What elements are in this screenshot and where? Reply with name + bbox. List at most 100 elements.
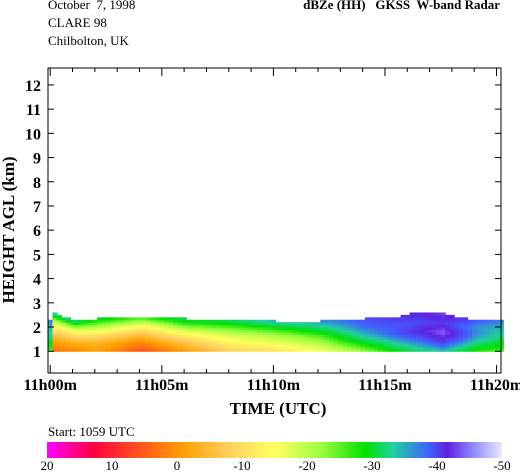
reflectivity-cell [266, 336, 272, 340]
reflectivity-cell [217, 329, 223, 333]
reflectivity-cell [226, 322, 232, 326]
reflectivity-cell [88, 346, 94, 350]
reflectivity-cell [454, 327, 460, 331]
reflectivity-cell [431, 324, 437, 328]
reflectivity-cell [168, 346, 174, 350]
reflectivity-cell [253, 341, 259, 345]
reflectivity-cell [315, 324, 321, 328]
reflectivity-cell [114, 319, 121, 323]
reflectivity-cell [485, 329, 491, 333]
reflectivity-cell [114, 334, 121, 338]
reflectivity-cell [119, 331, 125, 335]
reflectivity-cell [262, 339, 268, 343]
reflectivity-cell [400, 334, 406, 338]
reflectivity-cell [186, 346, 192, 350]
reflectivity-cell [83, 343, 89, 347]
reflectivity-cell [110, 331, 116, 335]
reflectivity-cell [128, 329, 134, 333]
reflectivity-cell [222, 336, 228, 340]
reflectivity-cell [418, 312, 424, 316]
reflectivity-cell [476, 339, 482, 343]
reflectivity-cell [476, 334, 482, 338]
reflectivity-cell [262, 322, 268, 326]
reflectivity-cell [360, 348, 366, 352]
reflectivity-cell [360, 324, 366, 328]
reflectivity-cell [445, 327, 451, 331]
reflectivity-cell [306, 334, 312, 338]
reflectivity-cell [92, 327, 98, 331]
reflectivity-cell [123, 348, 129, 352]
reflectivity-cell [347, 339, 353, 343]
reflectivity-cell [445, 336, 451, 340]
reflectivity-cell [396, 348, 402, 352]
reflectivity-cell [253, 324, 259, 328]
reflectivity-cell [293, 343, 299, 347]
reflectivity-cell [467, 341, 473, 345]
reflectivity-cell [320, 348, 326, 352]
reflectivity-cell [204, 336, 210, 340]
reflectivity-cell [467, 348, 473, 352]
reflectivity-cell [378, 343, 384, 347]
reflectivity-cell [208, 341, 214, 345]
reflectivity-cell [342, 334, 348, 338]
reflectivity-cell [56, 327, 62, 331]
reflectivity-cell [155, 348, 161, 352]
reflectivity-cell [342, 343, 348, 347]
reflectivity-cell [471, 327, 478, 331]
reflectivity-cell [471, 341, 478, 345]
reflectivity-cell [449, 343, 455, 347]
reflectivity-cell [382, 341, 388, 345]
reflectivity-cell [293, 322, 299, 326]
reflectivity-cell [141, 324, 147, 328]
reflectivity-cell [422, 319, 428, 323]
reflectivity-cell [440, 329, 446, 333]
reflectivity-cell [329, 327, 335, 331]
reflectivity-cell [230, 343, 237, 347]
reflectivity-cell [485, 341, 491, 345]
reflectivity-cell [297, 329, 303, 333]
reflectivity-cell [146, 324, 152, 328]
reflectivity-cell [391, 331, 397, 335]
reflectivity-cell [208, 336, 214, 340]
reflectivity-cell [97, 329, 103, 333]
reflectivity-cell [181, 348, 187, 352]
reflectivity-cell [289, 331, 295, 335]
reflectivity-cell [244, 324, 250, 328]
reflectivity-cell [253, 336, 259, 340]
reflectivity-cell [137, 336, 143, 340]
reflectivity-cell [181, 329, 187, 333]
reflectivity-cell [177, 339, 183, 343]
reflectivity-cell [458, 348, 464, 352]
reflectivity-cell [217, 324, 223, 328]
reflectivity-cell [248, 336, 254, 340]
reflectivity-cell [458, 336, 464, 340]
reflectivity-cell [422, 317, 428, 321]
reflectivity-cell [253, 348, 259, 352]
reflectivity-cell [436, 319, 442, 323]
reflectivity-cell [48, 322, 54, 326]
reflectivity-cell [155, 319, 161, 323]
reflectivity-cell [159, 346, 165, 350]
reflectivity-cell [463, 329, 469, 333]
reflectivity-cell [436, 317, 442, 321]
reflectivity-cell [204, 339, 210, 343]
y-tick-label: 10 [25, 126, 41, 143]
reflectivity-cell [427, 341, 433, 345]
reflectivity-cell [289, 327, 295, 331]
reflectivity-cell [427, 331, 433, 335]
reflectivity-cell [97, 348, 103, 352]
reflectivity-cell [391, 327, 397, 331]
reflectivity-cell [306, 348, 312, 352]
reflectivity-cell [302, 346, 308, 350]
reflectivity-cell [382, 327, 388, 331]
reflectivity-cell [355, 331, 362, 335]
reflectivity-cell [230, 341, 237, 345]
reflectivity-cell [239, 334, 245, 338]
reflectivity-cell [324, 324, 330, 328]
reflectivity-cell [387, 324, 393, 328]
reflectivity-cell [248, 324, 254, 328]
reflectivity-cell [65, 319, 71, 323]
reflectivity-cell [271, 324, 277, 328]
reflectivity-cell [195, 336, 201, 340]
reflectivity-cell [70, 334, 76, 338]
